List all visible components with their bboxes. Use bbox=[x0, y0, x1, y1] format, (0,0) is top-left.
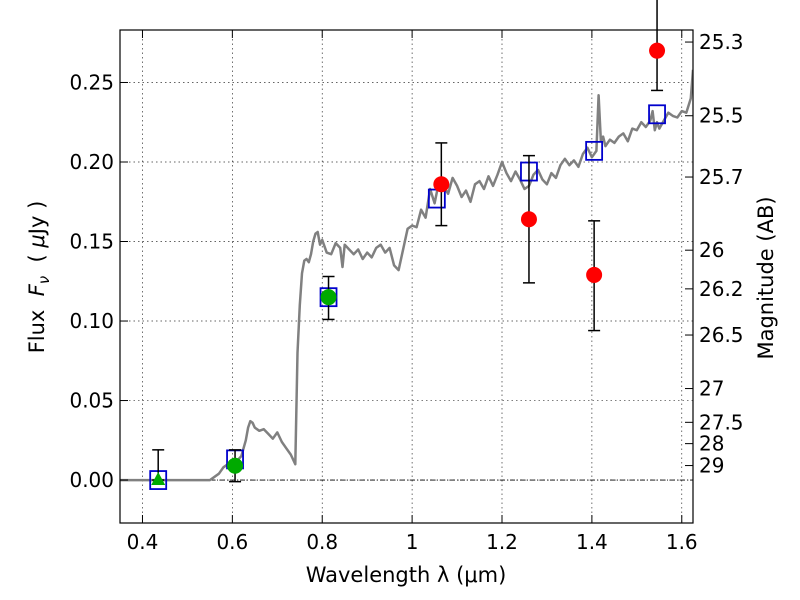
model-photometry-square bbox=[585, 140, 604, 161]
x-axis-label: Wavelength λ (μm) bbox=[306, 563, 507, 587]
plot-frame bbox=[119, 29, 694, 524]
model-spectrum-line bbox=[120, 69, 693, 482]
y-label-prefix: Flux bbox=[25, 296, 49, 353]
y-tick-label: 0.20 bbox=[69, 150, 114, 174]
nir-data-point bbox=[586, 266, 603, 283]
nir-data-point bbox=[433, 176, 450, 193]
data-layer bbox=[120, 69, 693, 482]
right-tick-label: 26.2 bbox=[699, 277, 744, 301]
right-tick-label: 25.3 bbox=[699, 30, 744, 54]
y-label-open: ( bbox=[25, 248, 49, 276]
x-tick-label: 1.2 bbox=[486, 530, 518, 554]
right-tick-label: 26 bbox=[699, 238, 724, 262]
optical-data-point bbox=[227, 457, 244, 474]
x-tick-label: 1 bbox=[406, 530, 419, 554]
right-axis-label: Magnitude (AB) bbox=[754, 196, 778, 359]
x-tick-label: 0.8 bbox=[306, 530, 338, 554]
model-photometry-square bbox=[648, 104, 666, 125]
y-tick-label: 0.05 bbox=[69, 389, 114, 413]
y-tick-label: 0.00 bbox=[69, 468, 114, 492]
upper-limit-triangle bbox=[151, 472, 166, 486]
y-axis-ticks: 0.00 0.05 0.10 0.15 0.20 0.25 bbox=[69, 70, 128, 492]
right-tick-label: 29 bbox=[699, 454, 724, 478]
right-tick-label: 28 bbox=[699, 432, 724, 456]
y-tick-label: 0.25 bbox=[69, 70, 114, 94]
right-tick-label: 27.5 bbox=[699, 410, 744, 434]
overlay-layer bbox=[149, 0, 666, 490]
x-tick-label: 0.4 bbox=[127, 530, 159, 554]
right-tick-label: 27 bbox=[699, 377, 724, 401]
y-tick-label: 0.10 bbox=[69, 309, 114, 333]
x-axis-ticks: 0.4 0.6 0.8 1 1.2 1.4 1.6 bbox=[127, 30, 698, 554]
y-label-mu: μ bbox=[25, 234, 49, 248]
x-tick-label: 0.6 bbox=[216, 530, 248, 554]
nir-data-point bbox=[649, 42, 666, 59]
nir-data-point bbox=[520, 211, 537, 228]
right-tick-label: 25.5 bbox=[699, 104, 744, 128]
y-label-unit: Jy ) bbox=[25, 201, 49, 237]
x-tick-label: 1.6 bbox=[666, 530, 698, 554]
optical-data-point bbox=[320, 289, 337, 306]
y-label-symbol: F bbox=[25, 283, 49, 296]
right-tick-label: 26.5 bbox=[699, 323, 744, 347]
y-axis-label: Flux Fν ( μJy ) bbox=[25, 201, 53, 354]
x-tick-label: 1.4 bbox=[576, 530, 608, 554]
grid-lines bbox=[120, 30, 693, 523]
y-label-subscript: ν bbox=[35, 276, 53, 284]
y-tick-label: 0.15 bbox=[69, 230, 114, 254]
right-tick-label: 25.7 bbox=[699, 165, 744, 189]
